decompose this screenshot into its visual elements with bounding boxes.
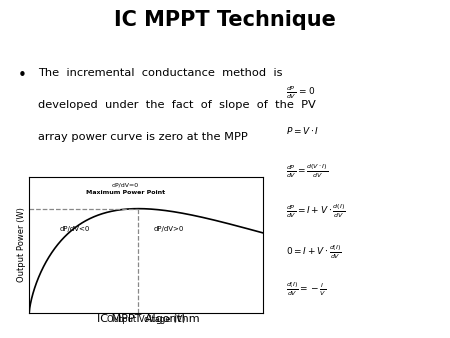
Text: $\frac{d(I)}{dV} = -\frac{I}{V}$: $\frac{d(I)}{dV} = -\frac{I}{V}$ bbox=[286, 281, 327, 298]
Text: dP/dV>0: dP/dV>0 bbox=[154, 226, 184, 233]
Text: array power curve is zero at the MPP: array power curve is zero at the MPP bbox=[38, 132, 248, 142]
Text: $P = V \cdot I$: $P = V \cdot I$ bbox=[286, 125, 319, 136]
Text: $0 = I + V \cdot \frac{d(I)}{dV}$: $0 = I + V \cdot \frac{d(I)}{dV}$ bbox=[286, 243, 342, 261]
Text: $\frac{dP}{dV} = I + V \cdot \frac{d(I)}{dV}$: $\frac{dP}{dV} = I + V \cdot \frac{d(I)}… bbox=[286, 203, 345, 220]
Text: developed  under  the  fact  of  slope  of  the  PV: developed under the fact of slope of the… bbox=[38, 100, 316, 110]
Text: IC MPPT Algorithm: IC MPPT Algorithm bbox=[97, 314, 200, 324]
Y-axis label: Output Power (W): Output Power (W) bbox=[18, 208, 27, 283]
Text: Maximum Power Point: Maximum Power Point bbox=[86, 190, 165, 195]
Text: IC MPPT Technique: IC MPPT Technique bbox=[114, 10, 336, 30]
Text: dP/dV<0: dP/dV<0 bbox=[60, 226, 90, 233]
X-axis label: Output Voltage (V): Output Voltage (V) bbox=[107, 315, 185, 324]
Text: $\frac{dP}{dV}$ = 0: $\frac{dP}{dV}$ = 0 bbox=[286, 84, 315, 101]
Text: $\frac{dP}{dV} = \frac{d(V \cdot I)}{dV}$: $\frac{dP}{dV} = \frac{d(V \cdot I)}{dV}… bbox=[286, 162, 328, 179]
Text: •: • bbox=[18, 68, 27, 82]
Text: The  incremental  conductance  method  is: The incremental conductance method is bbox=[38, 68, 283, 78]
Text: dP/dV=0: dP/dV=0 bbox=[112, 183, 139, 188]
